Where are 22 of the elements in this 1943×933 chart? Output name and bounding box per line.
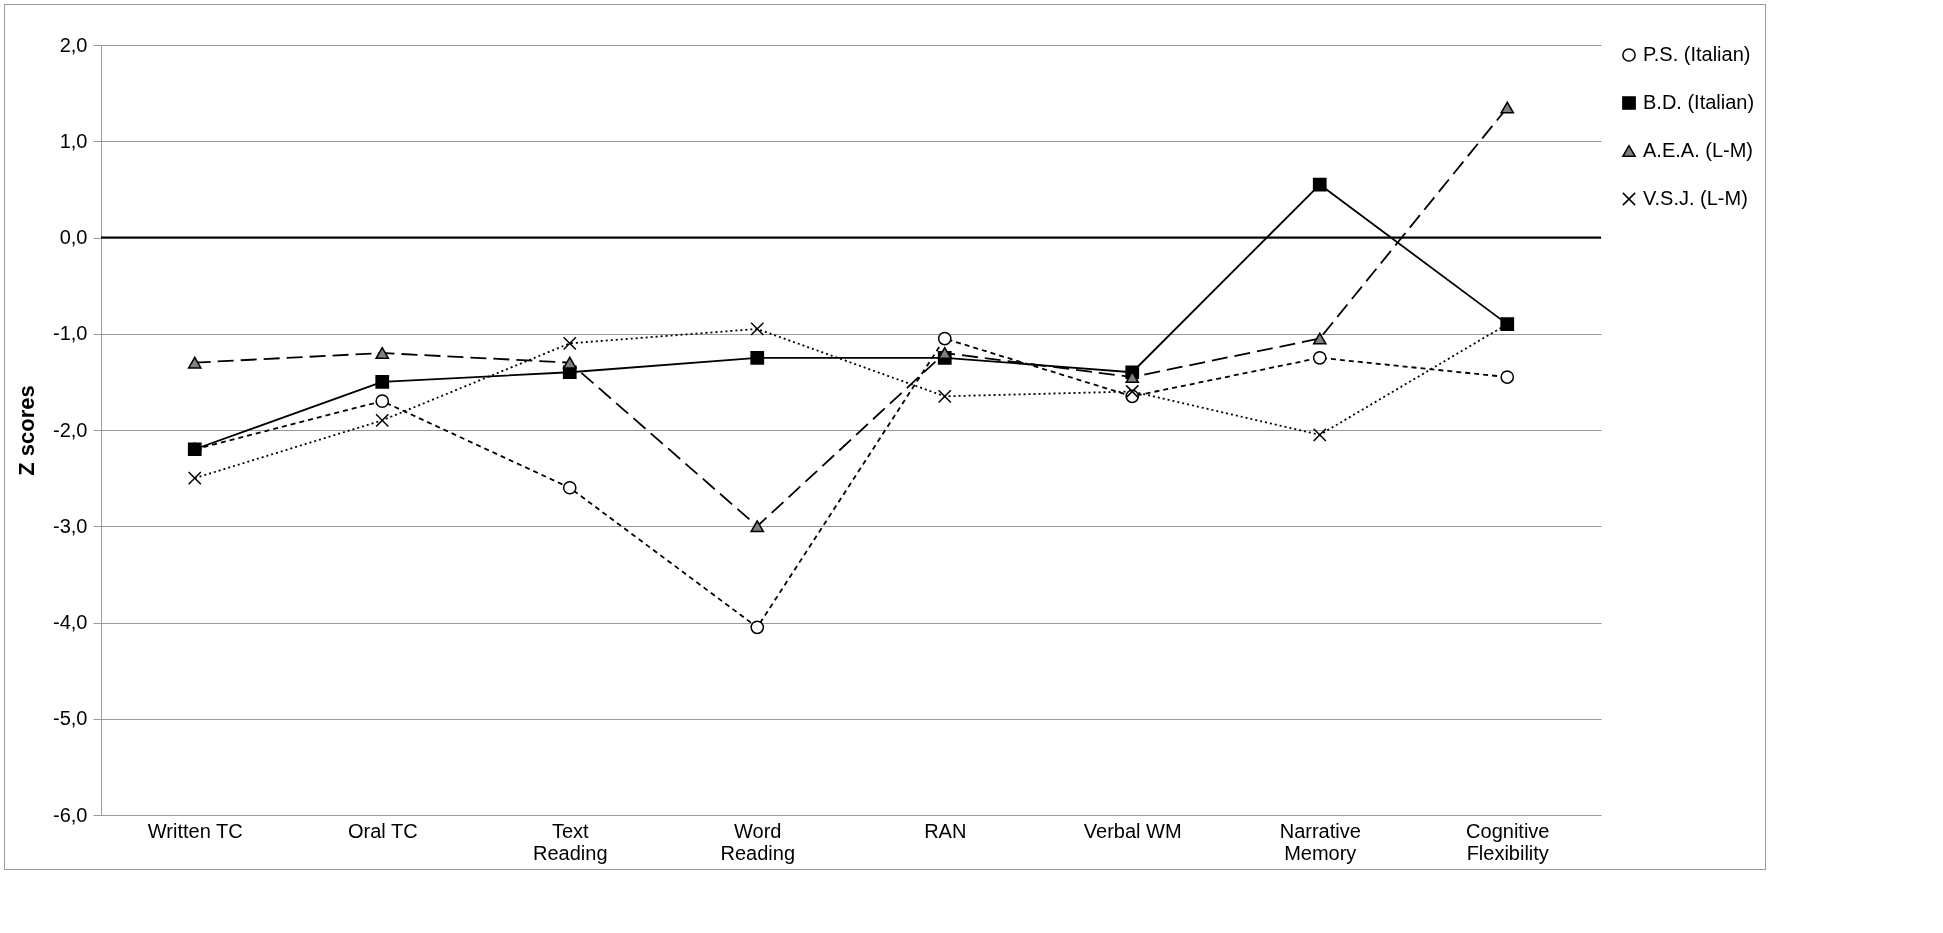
y-tick-label: -2,0 (53, 418, 88, 441)
x-tick-label: Text Reading (532, 819, 608, 864)
legend-label: V.S.J. (L-M) (1643, 187, 1748, 209)
x-tick-label: RAN (924, 819, 967, 842)
y-tick-label: -3,0 (53, 514, 88, 537)
x-tick-label: Word Reading (720, 819, 796, 864)
x-tick-label: Cognitive Flexibility (1466, 819, 1550, 864)
legend-label: B.D. (Italian) (1643, 91, 1755, 113)
y-tick-label: -6,0 (53, 803, 88, 826)
y-tick-label: -5,0 (53, 707, 88, 730)
y-tick-label: -4,0 (53, 611, 88, 633)
x-tick-label: Written TC (147, 819, 243, 842)
legend-label: P.S. (Italian) (1643, 43, 1751, 65)
y-tick-label: 1,0 (59, 129, 88, 152)
y-tick-label: 2,0 (59, 33, 88, 56)
x-tick-label: Narrative Memory (1279, 819, 1361, 864)
y-tick-label: 0,0 (59, 226, 88, 248)
y-axis-title: Z scores (14, 385, 40, 476)
legend-label: A.E.A. (L-M) (1643, 139, 1754, 161)
y-tick-label: -1,0 (53, 322, 88, 345)
x-tick-label: Oral TC (347, 819, 418, 842)
x-tick-label: Verbal WM (1083, 819, 1182, 842)
